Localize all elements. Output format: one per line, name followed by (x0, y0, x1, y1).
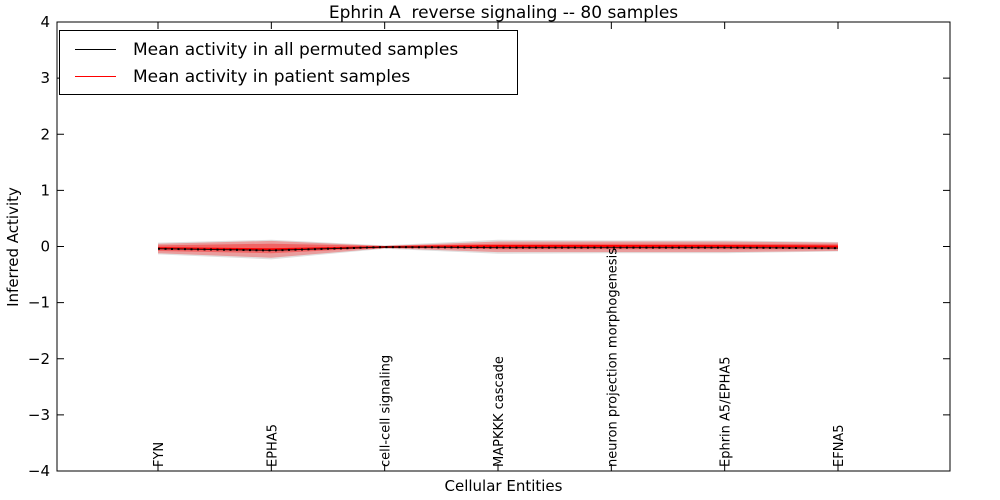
legend-label-patient: Mean activity in patient samples (133, 66, 411, 87)
legend-label-permuted: Mean activity in all permuted samples (133, 39, 459, 60)
legend-item-patient: Mean activity in patient samples (75, 63, 517, 90)
x-tick-label: cell-cell signaling (379, 355, 394, 467)
x-tick-label: Ephrin A5/EPHA5 (719, 356, 734, 467)
y-tick-label: −1 (28, 294, 50, 312)
x-tick-label: EPHA5 (265, 424, 280, 467)
mean-patient-line (157, 244, 839, 251)
legend-item-permuted: Mean activity in all permuted samples (75, 36, 517, 63)
x-tick-label: EFNA5 (832, 424, 847, 467)
chart-title: Ephrin A reverse signaling -- 80 samples (328, 3, 679, 23)
x-tick-label: MAPKKK cascade (492, 356, 507, 467)
legend-line-sample-permuted (75, 49, 116, 50)
y-tick-label: 0 (40, 238, 50, 256)
x-axis-label: Cellular Entities (444, 477, 563, 495)
y-axis-label: Inferred Activity (4, 187, 22, 307)
legend: Mean activity in all permuted samples Me… (59, 30, 518, 95)
mean-permuted-line-dotted (157, 246, 839, 252)
y-tick-label: 4 (40, 13, 50, 31)
y-tick-label: 3 (40, 69, 50, 87)
y-tick-label: −2 (28, 350, 50, 368)
x-tick-label: FYN (152, 442, 167, 467)
y-tick-label: −3 (28, 406, 50, 424)
x-tick-label: neuron projection morphogenesis (605, 248, 620, 467)
band-0 (158, 239, 838, 260)
legend-line-sample-patient (75, 76, 116, 77)
y-tick-label: 2 (40, 125, 50, 143)
y-tick-label: 1 (40, 181, 50, 199)
y-tick-label: −4 (28, 462, 50, 480)
